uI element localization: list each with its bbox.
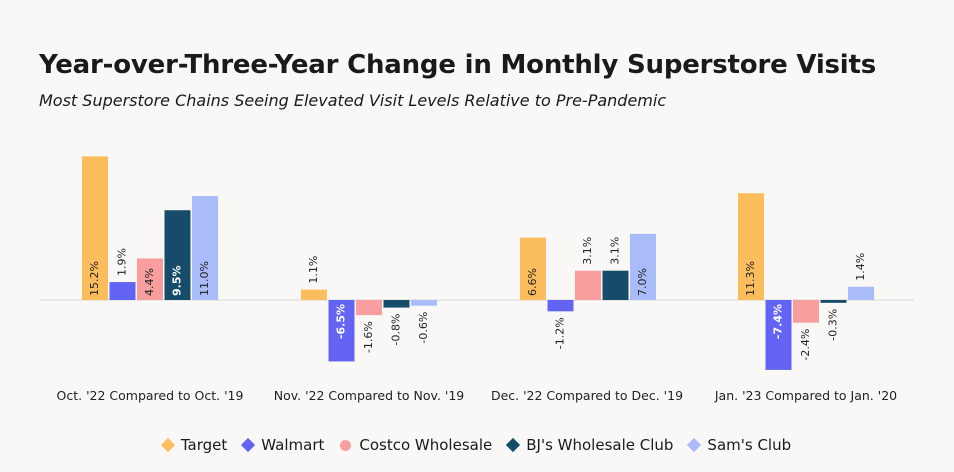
data-label: -0.8%: [390, 314, 403, 346]
legend-label: Sam's Club: [707, 436, 792, 454]
legend-item: Target: [160, 436, 228, 454]
data-label: 15.2%: [88, 261, 101, 296]
data-label: 11.3%: [744, 261, 757, 296]
bar-chart: 15.2% 1.9% 4.4% 9.5% 11.0% Oct. '22 Compared …: [40, 156, 914, 403]
data-label: -1.2%: [554, 317, 567, 349]
legend-marker-icon: [687, 437, 702, 453]
chart-legend: Target Walmart Costco Wholesale BJ's Wholes…: [0, 436, 954, 454]
bar: [328, 300, 355, 362]
chart-subtitle: Most Superstore Chains Seeing Elevated V…: [39, 91, 667, 110]
category-label: Dec. '22 Compared to Dec. '19: [491, 388, 683, 403]
bar: [164, 210, 191, 300]
data-label: 1.4%: [854, 253, 867, 281]
bar: [411, 300, 437, 306]
data-label: 7.0%: [636, 268, 649, 296]
legend-marker-icon: [160, 437, 175, 453]
data-label: -2.4%: [799, 329, 812, 361]
bar: [383, 300, 410, 308]
bar: [793, 300, 819, 323]
legend-item: Sam's Club: [687, 436, 792, 454]
data-label: -1.6%: [362, 321, 375, 353]
data-label: -0.6%: [417, 312, 430, 344]
bar: [301, 289, 327, 300]
bar: [602, 270, 629, 300]
data-label: -6.5%: [335, 304, 348, 339]
category-label: Nov. '22 Compared to Nov. '19: [274, 388, 465, 403]
bar: [820, 300, 847, 303]
data-label: 1.9%: [116, 248, 129, 276]
legend-label: Costco Wholesale: [359, 436, 493, 454]
data-label: 6.6%: [526, 268, 539, 296]
bar: [575, 270, 601, 300]
bar: [765, 300, 792, 370]
data-label: -0.3%: [827, 309, 840, 341]
legend-marker-icon: [241, 437, 256, 453]
data-label: 4.4%: [143, 268, 156, 296]
legend-item: Walmart: [241, 436, 325, 454]
chart-title: Year-over-Three-Year Change in Monthly S…: [39, 50, 877, 80]
data-label: -7.4%: [772, 304, 785, 339]
bar: [547, 300, 574, 312]
category-label: Oct. '22 Compared to Oct. '19: [57, 388, 244, 403]
legend-marker-icon: [506, 437, 521, 453]
legend-marker-icon: [340, 439, 352, 451]
bar: [738, 193, 764, 300]
bar: [82, 156, 108, 300]
legend-label: BJ's Wholesale Club: [526, 436, 674, 454]
bar: [356, 300, 382, 316]
bar: [109, 282, 136, 300]
bar: [848, 286, 874, 300]
data-label: 3.1%: [609, 237, 622, 265]
data-label: 11.0%: [198, 261, 211, 296]
data-label: 9.5%: [171, 265, 184, 296]
data-label: 3.1%: [581, 237, 594, 265]
bar: [192, 196, 218, 300]
bar: [137, 258, 163, 300]
legend-label: Target: [180, 436, 228, 454]
category-label: Jan. '23 Compared to Jan. '20: [714, 388, 897, 403]
data-label: 1.1%: [307, 256, 320, 284]
legend-label: Walmart: [261, 436, 325, 454]
legend-item: BJ's Wholesale Club: [506, 436, 674, 454]
bar: [520, 237, 546, 300]
legend-item: Costco Wholesale: [340, 436, 492, 454]
bar: [630, 233, 656, 300]
